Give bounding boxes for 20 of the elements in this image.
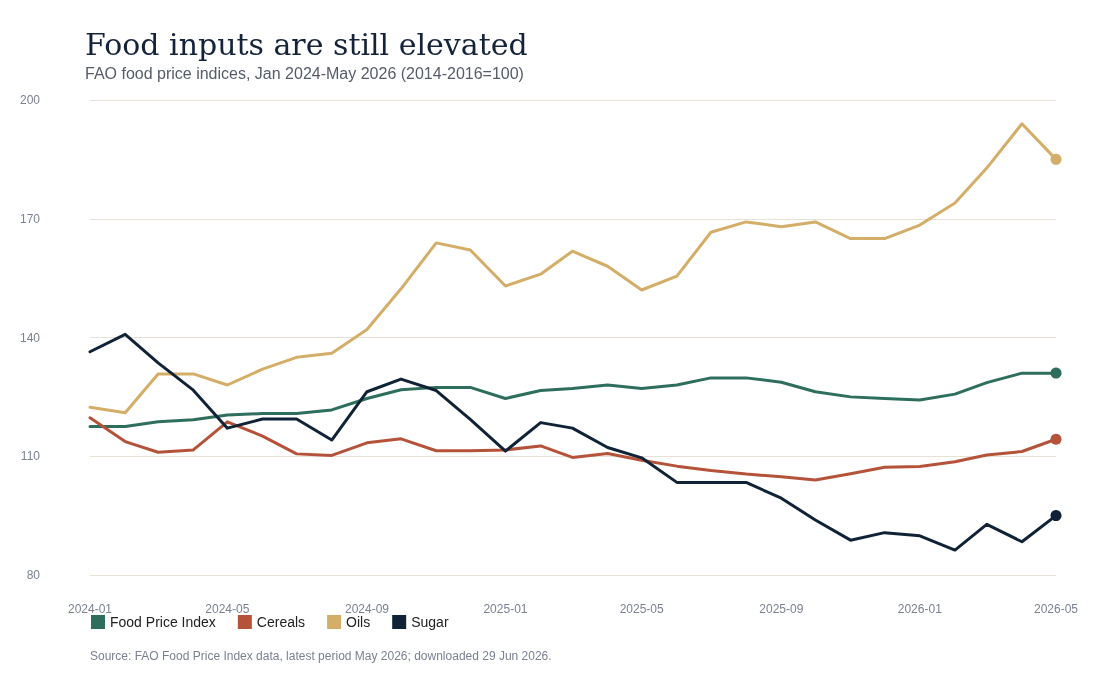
y-tick-label: 140: [19, 330, 41, 345]
y-tick-label: 80: [26, 568, 41, 582]
y-tick-label: 200: [19, 93, 41, 107]
x-tick-label: 2025-05: [619, 602, 665, 616]
x-tick-label: 2025-09: [759, 602, 804, 616]
y-tick-label: 110: [20, 449, 41, 464]
source-note: Source: FAO Food Price Index data, latest period May 2026; downloaded 29 Jun 2026.: [90, 649, 552, 663]
legend-label: Oils: [346, 614, 371, 630]
x-tick-label: 2024-01: [67, 602, 113, 616]
chart-title: Food inputs are still elevated: [85, 26, 528, 62]
legend-label: Food Price Index: [110, 614, 216, 630]
x-tick-label: 2024-05: [205, 602, 250, 616]
x-tick-label: 2026-01: [897, 602, 943, 616]
x-tick-label: 2026-05: [1033, 602, 1079, 616]
x-tick-label: 2024-09: [344, 602, 390, 616]
x-tick-label: 2025-01: [483, 602, 528, 616]
chart-subtitle: FAO food price indices, Jan 2024-May 2026 (2014-2016=100): [85, 64, 524, 82]
legend-label: Sugar: [411, 614, 449, 630]
legend-label: Cereals: [256, 614, 306, 630]
y-tick-label: 170: [19, 211, 41, 226]
